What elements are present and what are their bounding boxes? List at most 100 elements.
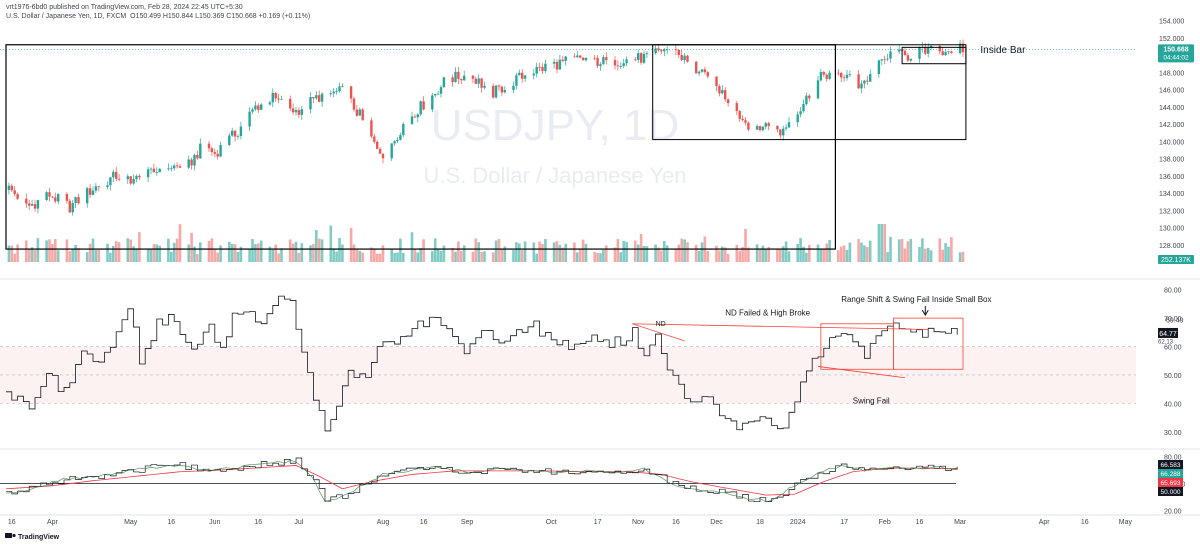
candle-body [947, 51, 950, 53]
candle-body [744, 120, 747, 123]
volume-bar [16, 244, 19, 262]
candle-body [845, 74, 849, 78]
volume-bar [573, 242, 576, 262]
candle-body [297, 110, 301, 115]
volume-bar [677, 244, 681, 262]
volume-bar [961, 251, 965, 262]
candle-body [497, 85, 501, 87]
volume-bar [454, 251, 457, 262]
candle-body [541, 66, 544, 72]
osc-fast-line [6, 457, 958, 503]
price-tick-label: 128.000 [1159, 243, 1184, 250]
rsi-tick-label: 40.00 [1164, 401, 1182, 408]
volume-bar [738, 250, 741, 262]
volume-bar [375, 253, 379, 262]
candle-body [349, 86, 353, 99]
price-tick-label: 142.000 [1159, 122, 1184, 129]
volume-bar [317, 238, 321, 262]
candle-body [178, 166, 182, 168]
volume-bar [233, 244, 237, 262]
candle-body [842, 77, 846, 79]
volume-bar [721, 246, 724, 262]
candle-body [863, 80, 866, 84]
volume-bar [271, 249, 275, 262]
price-tick-label: 130.000 [1159, 226, 1184, 233]
osc-label-3: 65.693 [1161, 480, 1181, 487]
volume-bar [518, 243, 521, 262]
volume-bar [129, 239, 132, 262]
candle-body [30, 204, 34, 206]
volume-bar [462, 245, 466, 262]
candle-body [13, 190, 16, 195]
volume-bar [297, 252, 301, 262]
candle-body [738, 111, 741, 119]
volume-bar [457, 241, 460, 262]
candle-body [500, 86, 504, 93]
time-tick-label: 16 [254, 519, 262, 526]
volume-bar [358, 250, 362, 262]
candle-body [558, 59, 562, 70]
time-tick-label: Aug [377, 519, 390, 526]
time-tick-label: Oct [546, 519, 557, 526]
volume-bar [877, 224, 881, 262]
volume-bar [718, 250, 721, 262]
volume-bar [924, 248, 927, 262]
osc-label-1-bg [1158, 460, 1183, 469]
candle-body [65, 194, 69, 201]
volume-bar [193, 246, 196, 262]
candle-body [680, 54, 683, 61]
volume-bar [944, 243, 947, 262]
candle-body [231, 130, 234, 136]
candle-body [207, 143, 211, 149]
rsi-tick-label: 30.00 [1164, 430, 1182, 437]
volume-bar [439, 250, 443, 262]
volume-bar [860, 242, 863, 262]
volume-bar [883, 224, 886, 262]
price-tick-label: 152.000 [1159, 36, 1184, 43]
candle-body [805, 95, 808, 105]
volume-bar [863, 245, 866, 262]
candle-body [721, 90, 724, 94]
symbol-name: U.S. Dollar / Japanese Yen, 1D, FXCM [6, 13, 127, 20]
candle-body [782, 128, 785, 136]
tv-logo-dot [12, 533, 16, 538]
volume-bar [619, 252, 623, 262]
candles [7, 39, 965, 216]
volume-bar [315, 230, 318, 262]
volume-bar [796, 243, 799, 262]
candle-body [828, 72, 831, 79]
volume-bar [605, 245, 608, 262]
time-tick-label: 16 [1081, 519, 1089, 526]
volume-bar [33, 250, 37, 262]
candle-body [451, 77, 454, 83]
candle-body [88, 188, 92, 195]
candle-body [700, 69, 704, 72]
candle-body [883, 59, 886, 61]
volume-bar [706, 251, 710, 262]
volume-bar [436, 248, 440, 262]
volume-bar [402, 252, 405, 262]
candle-body [460, 79, 463, 81]
tv-logo-icon [5, 533, 12, 538]
volume-bar [413, 248, 417, 262]
candle-body [584, 57, 588, 61]
candle-body [886, 58, 889, 60]
candle-body [518, 72, 521, 76]
candle-body [419, 101, 422, 115]
volume-bar [808, 244, 811, 262]
candle-body [958, 43, 962, 54]
volume-bar [381, 245, 385, 262]
volume-bar [523, 241, 527, 262]
volume-bar [680, 238, 683, 262]
volume-bar [291, 243, 295, 262]
candle-body [7, 185, 11, 190]
volume-bar [410, 232, 414, 262]
price-axis: 154.000152.000150.000148.000146.000144.0… [1159, 19, 1184, 250]
volume-bar [578, 249, 582, 262]
volume-bar [921, 238, 924, 262]
volume-bar [216, 252, 219, 262]
candle-body [416, 114, 419, 118]
volume-bar [802, 246, 805, 262]
candle-body [422, 101, 425, 110]
